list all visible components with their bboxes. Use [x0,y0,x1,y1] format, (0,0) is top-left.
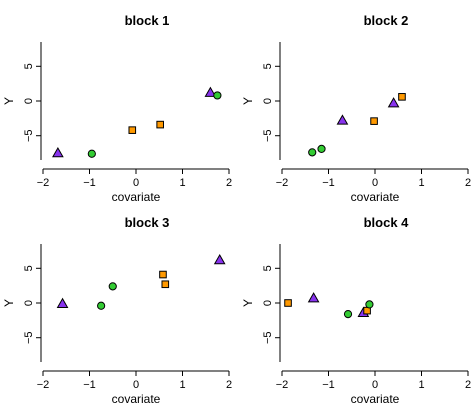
y-axis-label: Y [2,97,16,105]
x-tick-label: 1 [179,379,185,391]
x-tick-label: 1 [418,177,424,189]
x-tick-label: −1 [83,177,96,189]
x-tick-label: 0 [133,379,139,391]
x-tick-label: 1 [179,177,185,189]
data-point-triangle [52,147,64,158]
x-tick-label: 1 [418,379,424,391]
panel-title: block 3 [125,215,170,230]
y-axis-label: Y [2,299,16,307]
y-tick-label: 5 [23,265,35,271]
y-tick-label: 0 [23,98,35,104]
y-tick-label: 5 [262,63,274,69]
x-tick-label: 0 [133,177,139,189]
panel-3: block 3 −2 −1 0 1 2 −5 0 5 covariate Y [2,215,232,406]
x-axis-label: covariate [112,392,161,406]
data-point-circle [213,91,222,100]
y-axis-label: Y [241,97,255,105]
data-point-square [159,270,167,279]
data-point-square [398,93,406,101]
data-point-circle [87,149,96,158]
data-point-square [284,299,292,307]
data-point-circle [343,310,353,319]
data-point-circle [365,300,374,309]
data-point-square [370,117,378,125]
data-point-triangle [307,292,320,303]
x-tick-label: 0 [372,177,378,189]
y-axis-label: Y [241,299,255,307]
data-point-triangle [56,297,69,308]
x-tick-label: −2 [276,379,289,391]
x-tick-label: −1 [322,177,335,189]
panel-4: block 4 −2 −1 0 1 2 −5 0 5 covariate Y [241,215,471,406]
data-point-square [128,126,137,134]
x-axis-label: covariate [351,190,400,204]
data-point-circle [108,282,117,291]
y-tick-label: 0 [262,300,274,306]
data-point-triangle [336,114,349,125]
panel-title: block 1 [125,13,170,28]
data-point-triangle [387,97,400,108]
y-tick-label: 5 [23,63,35,69]
data-point-circle [308,148,317,157]
y-tick-label: 5 [262,265,274,271]
y-tick-label: −5 [23,129,35,142]
x-tick-label: −1 [83,379,96,391]
data-point-square [156,120,164,129]
x-tick-label: −2 [37,177,50,189]
panel-title: block 2 [364,13,409,28]
panel-1: block 1 −2 −1 0 1 2 −5 0 5 covariate Y [2,13,232,204]
y-tick-label: −5 [262,331,274,344]
x-tick-label: −1 [322,379,335,391]
x-tick-label: 2 [465,379,471,391]
data-point-circle [317,144,326,153]
y-tick-label: 0 [262,98,274,104]
data-point-triangle [204,86,217,97]
x-tick-label: −2 [276,177,289,189]
x-tick-label: 2 [465,177,471,189]
y-tick-label: −5 [262,129,274,142]
panel-2: block 2 −2 −1 0 1 2 −5 0 5 covariate Y [241,13,471,204]
x-tick-label: 2 [226,177,232,189]
x-axis-label: covariate [351,392,400,406]
data-point-square [161,280,170,289]
x-tick-label: 2 [226,379,232,391]
y-tick-label: 0 [23,300,35,306]
x-tick-label: −2 [37,379,50,391]
x-tick-label: 0 [372,379,378,391]
data-point-circle [97,301,106,310]
panel-title: block 4 [364,215,410,230]
data-point-triangle [213,253,226,265]
y-tick-label: −5 [23,331,35,344]
x-axis-label: covariate [112,190,161,204]
